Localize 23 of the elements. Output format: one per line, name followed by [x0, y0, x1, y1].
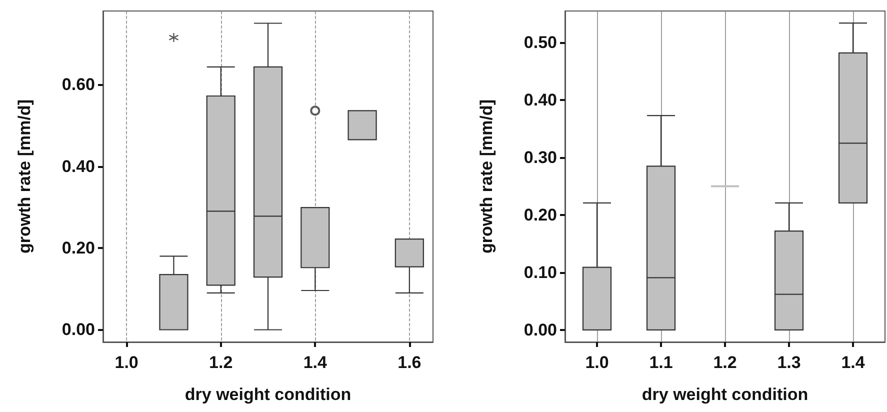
y-tick-label: 0.20	[524, 206, 557, 224]
x-tick-label: 1.0	[114, 353, 138, 372]
y-tick-label: 0.00	[62, 320, 95, 340]
x-axis-title: dry weight condition	[184, 385, 352, 404]
x-tick-label: 1.2	[713, 353, 737, 372]
y-tick-label: 0.40	[62, 156, 95, 176]
x-tick-label: 1.2	[209, 353, 233, 372]
x-tick-label: 1.0	[585, 353, 609, 372]
y-tick-label: 0.60	[62, 75, 95, 94]
x-tick-label: 1.4	[841, 353, 866, 372]
x-tick-label: 1.1	[649, 353, 673, 372]
x-tick-label: 1.3	[777, 353, 801, 372]
y-axis-title: growth rate [mm/d]	[15, 100, 34, 254]
y-tick-label: 0.40	[524, 90, 557, 110]
x-axis-title: dry weight condition	[642, 385, 808, 404]
x-tick-label: 1.4	[303, 353, 328, 372]
y-tick-label: 0.30	[524, 148, 557, 168]
y-tick-label: 0.20	[62, 238, 95, 258]
y-axis-title: growth rate [mm/d]	[477, 100, 496, 254]
y-tick-label: 0.50	[524, 33, 557, 52]
y-tick-label: 0.00	[524, 320, 557, 340]
y-tick-label: 0.10	[524, 262, 557, 282]
x-tick-label: 1.6	[398, 353, 422, 372]
